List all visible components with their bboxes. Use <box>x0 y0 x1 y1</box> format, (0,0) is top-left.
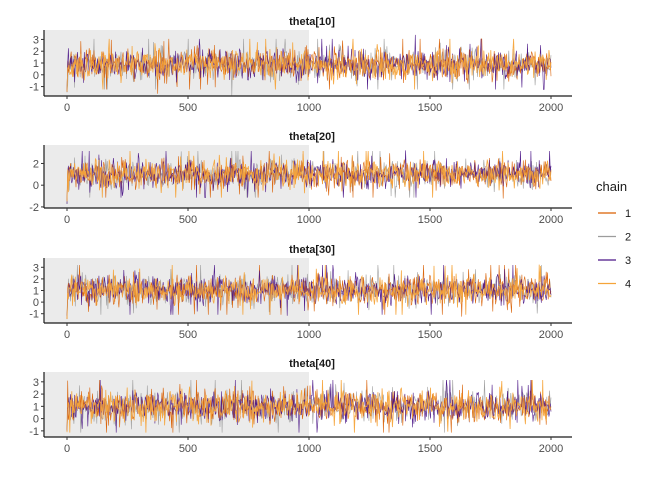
x-tick-label: 1500 <box>418 443 442 455</box>
trace-line-chain-4 <box>66 38 552 92</box>
x-tick-label: 1000 <box>297 214 321 226</box>
y-tick-label: 0 <box>33 180 39 192</box>
y-tick-label: 3 <box>33 262 39 274</box>
legend: chain 1 2 3 4 <box>596 179 631 291</box>
panel-title: theta[30] <box>289 244 335 256</box>
y-tick-label: -1 <box>29 426 39 438</box>
y-tick-label: 0 <box>33 414 39 426</box>
panel-title: theta[20] <box>289 131 335 143</box>
trace-line-chain-4 <box>66 379 552 433</box>
x-tick-label: 1500 <box>418 214 442 226</box>
y-tick-label: -1 <box>29 82 39 94</box>
legend-label: 2 <box>625 232 631 244</box>
y-tick-label: 2 <box>33 389 39 401</box>
x-tick-label: 1500 <box>418 102 442 114</box>
trace-line-chain-4 <box>66 264 552 320</box>
legend-label: 1 <box>625 208 631 220</box>
x-tick-label: 0 <box>64 329 70 341</box>
legend-label: 3 <box>625 255 631 267</box>
trace-line-chain-1 <box>66 150 552 201</box>
trace-panel: theta[20] -2 0 2 0 500 1000 1500 2000 <box>29 131 572 226</box>
panel-title: theta[10] <box>289 16 335 28</box>
y-tick-label: 1 <box>33 401 39 413</box>
x-tick-label: 0 <box>64 443 70 455</box>
legend-label: 4 <box>625 279 631 291</box>
y-tick-label: 2 <box>33 158 39 170</box>
y-tick-label: -2 <box>29 202 39 214</box>
x-tick-label: 0 <box>64 214 70 226</box>
x-tick-label: 500 <box>179 329 197 341</box>
y-tick-label: 1 <box>33 58 39 70</box>
y-tick-label: 2 <box>33 274 39 286</box>
y-tick-label: 0 <box>33 297 39 309</box>
x-tick-label: 500 <box>179 443 197 455</box>
y-tick-label: 3 <box>33 34 39 46</box>
y-tick-label: 1 <box>33 286 39 298</box>
x-tick-label: 2000 <box>539 102 563 114</box>
x-tick-label: 0 <box>64 102 70 114</box>
x-tick-label: 1000 <box>297 443 321 455</box>
legend-title: chain <box>596 179 627 194</box>
x-tick-label: 2000 <box>539 329 563 341</box>
y-tick-label: -1 <box>29 309 39 321</box>
panel-title: theta[40] <box>289 358 335 370</box>
x-tick-label: 500 <box>179 214 197 226</box>
x-tick-label: 1000 <box>297 102 321 114</box>
x-tick-label: 500 <box>179 102 197 114</box>
x-tick-label: 1000 <box>297 329 321 341</box>
y-tick-label: 3 <box>33 377 39 389</box>
y-tick-label: 0 <box>33 70 39 82</box>
x-tick-label: 2000 <box>539 214 563 226</box>
x-tick-label: 1500 <box>418 329 442 341</box>
y-tick-label: 2 <box>33 46 39 58</box>
trace-line-chain-4 <box>66 150 552 202</box>
x-tick-label: 2000 <box>539 443 563 455</box>
